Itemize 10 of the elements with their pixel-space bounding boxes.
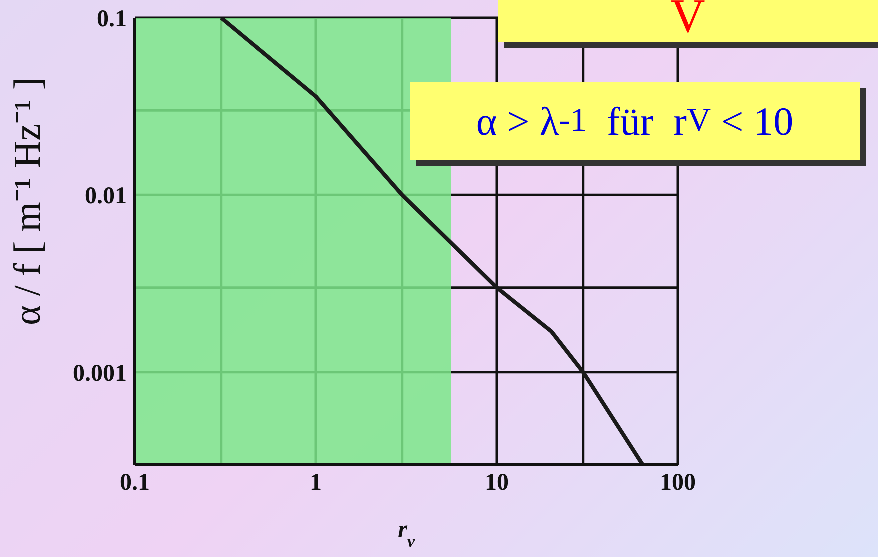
y-tick-label: 0.01: [85, 184, 127, 210]
x-tick-label: 1: [310, 470, 322, 496]
y-axis-title: α / f [ m⁻¹ Hz⁻¹ ]: [7, 77, 49, 326]
x-axis-title: r$_{v}$: [398, 517, 416, 550]
callout-box: V: [498, 0, 878, 42]
y-tick-label: 0.1: [97, 6, 127, 33]
x-tick-label: 100: [660, 470, 696, 496]
y-tick-label: 0.001: [73, 360, 127, 387]
x-tick-label: 10: [485, 470, 509, 496]
x-tick-label: 0.1: [120, 470, 150, 496]
